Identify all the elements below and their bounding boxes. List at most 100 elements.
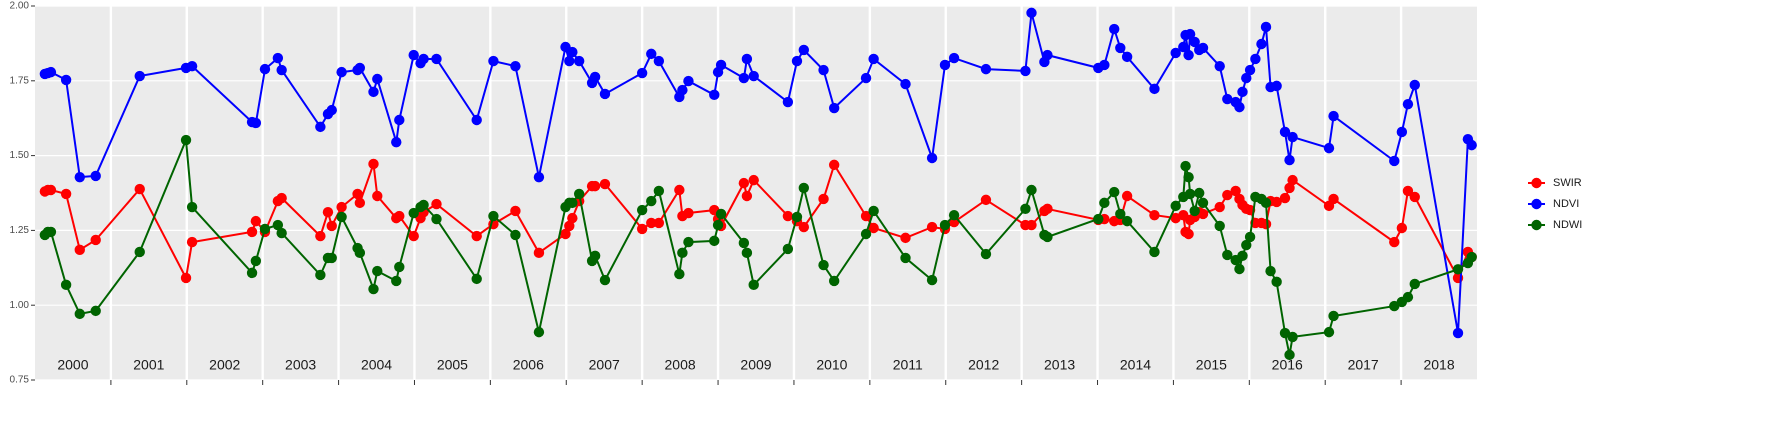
data-point	[259, 63, 271, 75]
legend-key	[1531, 198, 1542, 210]
data-point	[818, 259, 829, 271]
data-point	[246, 226, 258, 238]
year-label: 2011	[893, 357, 923, 373]
data-point	[372, 190, 383, 202]
year-label: 2003	[285, 357, 316, 373]
data-point	[683, 207, 694, 219]
data-point	[336, 66, 347, 78]
data-point	[1020, 203, 1031, 215]
data-point	[1402, 291, 1414, 303]
data-point	[1452, 264, 1464, 275]
data-point	[533, 326, 545, 338]
data-point	[1214, 60, 1225, 72]
year-label: 2005	[437, 357, 468, 373]
data-point	[900, 232, 911, 244]
data-point	[1271, 80, 1282, 92]
data-point	[926, 152, 938, 164]
data-point	[1149, 83, 1160, 95]
data-point	[1234, 263, 1245, 275]
data-point	[1284, 154, 1295, 166]
data-point	[646, 48, 657, 60]
data-point	[60, 188, 72, 200]
y-tick-label: 1.00	[10, 300, 30, 311]
data-point	[368, 283, 379, 295]
data-point	[1328, 193, 1339, 205]
year-label: 2010	[816, 357, 847, 373]
year-label: 2013	[1044, 357, 1075, 373]
data-point	[1042, 49, 1053, 61]
data-point	[1109, 186, 1120, 198]
data-point	[60, 74, 72, 86]
data-point	[488, 55, 499, 67]
data-point	[1323, 326, 1335, 338]
data-point	[90, 305, 101, 317]
data-point	[1189, 36, 1200, 48]
data-point	[1183, 49, 1194, 61]
data-point	[599, 88, 611, 100]
data-point	[828, 159, 840, 171]
data-point	[1396, 126, 1408, 138]
data-point	[636, 204, 648, 216]
data-point	[560, 228, 571, 240]
data-point	[926, 221, 938, 233]
data-point	[315, 269, 326, 281]
legend-label: SWIR	[1553, 177, 1582, 189]
data-point	[1279, 126, 1291, 138]
data-point	[246, 267, 258, 279]
data-point	[589, 250, 601, 262]
data-point	[1115, 208, 1126, 220]
data-point	[74, 308, 85, 320]
data-point	[394, 261, 405, 273]
data-point	[276, 192, 287, 204]
data-point	[1121, 215, 1133, 227]
data-point	[1230, 185, 1241, 197]
data-point	[599, 178, 611, 190]
data-point	[1197, 197, 1209, 209]
year-label: 2018	[1423, 357, 1454, 373]
data-point	[1402, 185, 1414, 197]
data-point	[677, 84, 688, 96]
data-point	[1328, 110, 1339, 122]
year-label: 2017	[1348, 357, 1379, 373]
data-point	[948, 52, 960, 64]
data-point	[653, 217, 665, 229]
data-point	[1466, 139, 1477, 151]
data-point	[1183, 171, 1194, 183]
data-point	[589, 71, 601, 83]
data-point	[1237, 250, 1248, 262]
data-point	[567, 197, 578, 209]
data-point	[798, 182, 810, 194]
data-point	[980, 63, 992, 75]
data-point	[1250, 53, 1261, 65]
year-label: 2006	[513, 357, 544, 373]
data-point	[798, 44, 810, 56]
data-point	[653, 55, 665, 67]
year-label: 2012	[968, 357, 999, 373]
data-point	[748, 70, 759, 82]
data-point	[738, 237, 750, 249]
data-point	[748, 174, 759, 186]
data-point	[326, 252, 337, 264]
data-point	[677, 247, 688, 259]
data-point	[939, 59, 951, 71]
data-point	[276, 227, 287, 239]
data-point	[408, 207, 419, 219]
plot-background	[35, 6, 1477, 380]
data-point	[1279, 192, 1291, 204]
y-tick-label: 2.00	[10, 1, 30, 12]
data-point	[471, 230, 482, 242]
data-point	[391, 136, 402, 148]
data-point	[1237, 86, 1248, 98]
data-point	[90, 234, 101, 246]
data-point	[715, 208, 727, 220]
data-point	[1409, 191, 1420, 203]
data-point	[250, 215, 262, 227]
data-point	[1170, 47, 1181, 59]
data-point	[926, 274, 938, 286]
data-point	[564, 55, 575, 67]
data-point	[134, 183, 145, 195]
data-point	[980, 194, 992, 206]
year-label: 2016	[1272, 357, 1303, 373]
data-point	[418, 199, 429, 211]
data-point	[709, 235, 720, 247]
